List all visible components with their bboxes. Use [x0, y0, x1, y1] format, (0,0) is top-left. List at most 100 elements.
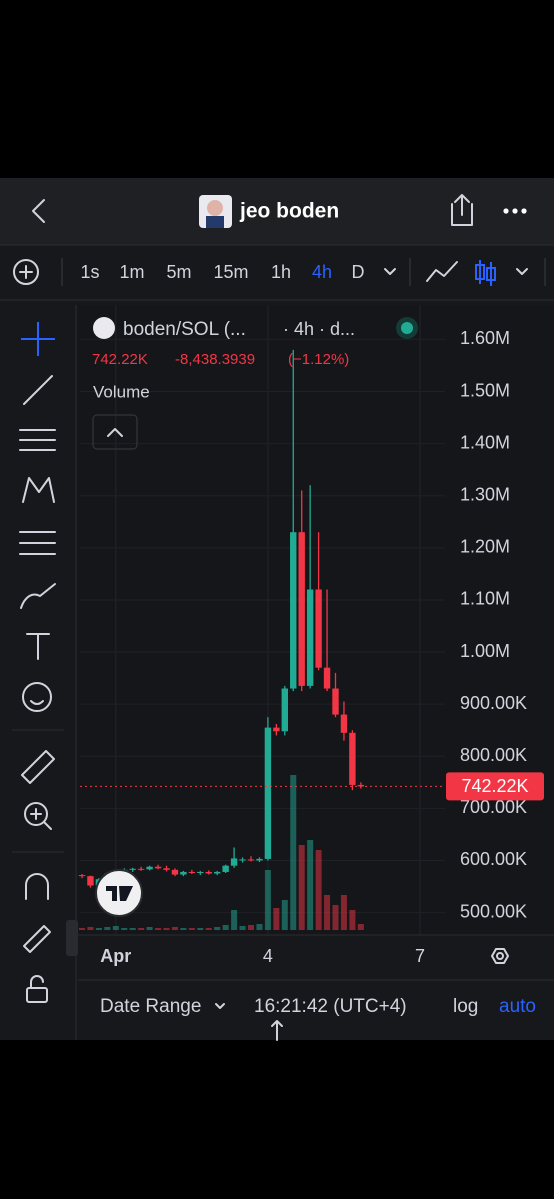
candle-body — [332, 688, 339, 715]
y-tick-label: 900.00K — [460, 693, 527, 713]
tradingview-logo[interactable] — [95, 869, 143, 917]
volume-bar — [188, 928, 195, 930]
candle-body — [273, 727, 280, 732]
text-tool[interactable] — [26, 633, 50, 660]
candle-body — [239, 859, 246, 861]
ruler-tool[interactable] — [21, 750, 55, 784]
interval-button[interactable]: 5m — [166, 262, 191, 282]
more-button[interactable] — [503, 208, 527, 214]
candle-body — [256, 858, 263, 861]
volume-bar — [256, 924, 263, 930]
lock-tool[interactable] — [26, 975, 48, 1003]
interval-button[interactable]: 1h — [271, 262, 291, 282]
volume-bar — [290, 775, 297, 930]
interval-button[interactable]: D — [352, 262, 365, 282]
brush-tool[interactable] — [20, 583, 56, 609]
y-tick-label: 500.00K — [460, 901, 527, 921]
candle-body — [87, 876, 94, 886]
volume-bar — [248, 925, 254, 930]
y-tick-label: 700.00K — [460, 797, 527, 817]
date-range-menu[interactable] — [215, 1003, 225, 1009]
candle-body — [180, 871, 187, 875]
candle-body — [129, 868, 136, 870]
magnet-tool[interactable] — [25, 873, 49, 900]
trend-line-tool[interactable] — [23, 375, 53, 405]
drawing-toolbar — [12, 322, 64, 1003]
auto-toggle[interactable]: auto — [499, 996, 536, 1017]
x-tick-label: Apr — [100, 946, 131, 966]
candle-body — [154, 866, 162, 869]
candle-body — [171, 869, 179, 875]
volume-bar — [163, 928, 170, 930]
settings-button[interactable] — [491, 948, 509, 964]
volume-bar — [146, 927, 153, 930]
candle-body — [214, 871, 221, 874]
back-button[interactable] — [32, 199, 45, 223]
volume-bar — [298, 845, 305, 930]
avatar-suit — [206, 216, 224, 228]
emoji-tool[interactable] — [22, 682, 52, 712]
resize-handle[interactable] — [271, 1020, 283, 1041]
avatar-face — [207, 200, 223, 216]
pattern-tool[interactable] — [22, 477, 55, 503]
share-button[interactable] — [451, 194, 473, 226]
volume-bar — [231, 910, 238, 930]
volume-bar — [273, 908, 280, 930]
volume-bar — [138, 928, 145, 930]
market-status-dot — [401, 322, 413, 334]
symbol-details: · 4h · d... — [283, 319, 355, 339]
interval-button[interactable]: 1s — [80, 262, 99, 282]
volume-bar — [264, 870, 271, 930]
date-range[interactable]: Date Range — [100, 996, 201, 1017]
price-change: -8,438.3939 — [175, 351, 255, 368]
candle-body — [340, 714, 348, 733]
candle-style-button[interactable] — [475, 260, 496, 286]
interval-menu[interactable] — [384, 268, 396, 275]
y-tick-label: 1.30M — [460, 484, 510, 504]
candle-body — [205, 871, 212, 874]
clock[interactable]: 16:21:42 (UTC+4) — [254, 996, 407, 1017]
volume-bar — [324, 895, 331, 930]
volume-bar — [239, 926, 246, 930]
volume-bar — [281, 900, 288, 930]
volume-bar — [222, 925, 229, 930]
lock-drawing-tool[interactable] — [23, 925, 51, 953]
symbol-avatar — [93, 317, 115, 339]
candle-body — [188, 871, 196, 873]
interval-button[interactable]: 4h — [312, 262, 332, 282]
style-menu[interactable] — [516, 268, 528, 275]
volume-bar — [340, 895, 347, 930]
y-tick-label: 1.50M — [460, 380, 510, 400]
candle-body — [264, 727, 272, 859]
log-toggle[interactable]: log — [453, 996, 478, 1017]
toolbar-toggle[interactable] — [66, 920, 78, 956]
volume-bar — [104, 927, 111, 930]
volume-bar — [112, 926, 119, 930]
candle-body — [137, 868, 145, 870]
y-tick-label: 1.10M — [460, 589, 510, 609]
crosshair-tool[interactable] — [21, 322, 55, 356]
line-style-button[interactable] — [426, 261, 458, 282]
y-tick-label: 800.00K — [460, 745, 527, 765]
projection-tool[interactable] — [19, 531, 56, 555]
add-button[interactable] — [13, 259, 39, 285]
candle-body — [315, 589, 322, 668]
zoom-tool[interactable] — [24, 802, 52, 830]
symbol[interactable]: boden/SOL (... — [123, 319, 246, 340]
interval-button[interactable]: 1m — [119, 262, 144, 282]
volume-bar — [205, 928, 212, 930]
candle-body — [230, 858, 238, 866]
volume-bar — [155, 928, 162, 930]
volume-bar — [129, 928, 136, 930]
y-tick-label: 1.00M — [460, 641, 510, 661]
y-tick-label: 1.60M — [460, 328, 510, 348]
collapse-button[interactable] — [92, 414, 138, 450]
chart: Apr 4 7 1.60M 1.50M 1.40M 1.30M 1.20M 1.10M 1.00M… — [78, 305, 554, 966]
y-tick-label: 1.40M — [460, 432, 510, 452]
candle-body — [197, 871, 204, 873]
volume-bar — [171, 927, 178, 930]
fib-tool[interactable] — [19, 429, 56, 451]
interval-button[interactable]: 15m — [213, 262, 248, 282]
volume-bar — [180, 928, 187, 930]
